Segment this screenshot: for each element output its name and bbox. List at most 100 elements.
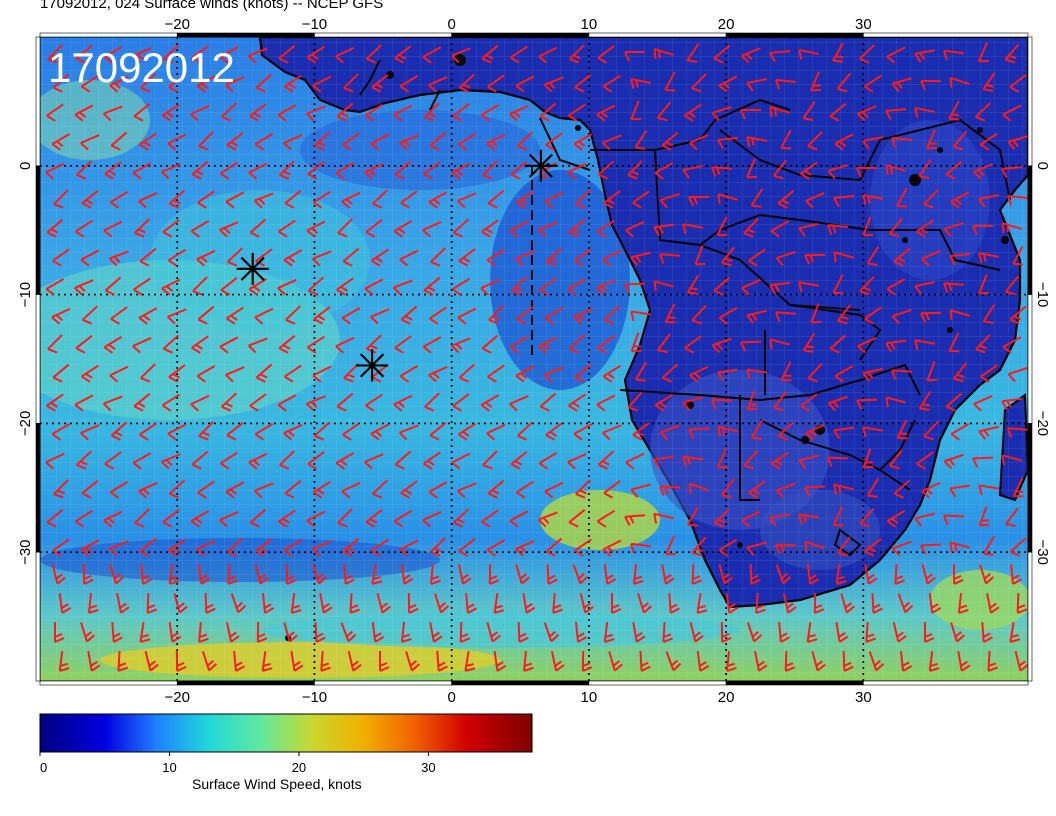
frame-tick-segment <box>176 680 315 686</box>
wind-barb <box>656 101 672 122</box>
wind-barb <box>458 73 476 93</box>
wind-barb <box>717 368 739 382</box>
wind-barb <box>220 451 238 470</box>
wind-barb <box>162 44 180 64</box>
wind-barb <box>829 102 847 122</box>
wind-barb <box>428 481 448 499</box>
wind-barb <box>539 102 557 122</box>
wind-barb <box>457 564 472 585</box>
wind-barb <box>452 393 470 412</box>
wind-barb <box>290 650 304 672</box>
wind-barb <box>190 104 210 122</box>
wind-barb <box>657 333 671 354</box>
wind-barb <box>191 160 209 180</box>
frame-tick-segment <box>35 294 41 424</box>
wind-barb <box>486 133 506 151</box>
wind-barb <box>247 47 268 64</box>
wind-barb <box>312 480 332 499</box>
wind-barb <box>146 592 158 614</box>
wind-barb <box>168 563 180 585</box>
wind-barb <box>1001 397 1023 411</box>
wind-barb <box>458 538 476 557</box>
wind-barb <box>842 650 854 672</box>
wind-barb <box>342 422 360 441</box>
wind-barb <box>597 335 615 354</box>
wind-barb <box>110 421 128 441</box>
wind-barb <box>371 248 389 267</box>
wind-barb <box>253 192 274 209</box>
wind-barb <box>741 279 761 296</box>
wind-barb <box>543 622 560 643</box>
wind-barb <box>254 307 274 325</box>
wind-barb <box>926 361 938 382</box>
wind-barb <box>480 278 500 296</box>
wind-barb <box>249 508 267 528</box>
wind-barb <box>80 249 100 267</box>
wind-barb <box>889 449 903 470</box>
wind-barb <box>161 103 181 122</box>
wind-barb <box>918 159 932 179</box>
wind-barb <box>597 160 615 180</box>
wind-barb <box>306 510 326 528</box>
wind-barb <box>603 305 621 325</box>
wind-barb <box>691 536 707 557</box>
wind-barb <box>248 452 268 470</box>
wind-barb <box>539 277 557 296</box>
wind-barb <box>511 276 527 296</box>
wind-barb <box>481 334 499 354</box>
wind-barb <box>422 511 442 528</box>
frame-tick-segment <box>1027 551 1033 682</box>
wind-barb <box>230 593 247 614</box>
colorbar-tick-label: 20 <box>292 760 306 775</box>
wind-barb <box>569 44 585 64</box>
wind-barb <box>833 426 855 440</box>
wind-barb <box>596 279 616 296</box>
wind-barb <box>539 392 557 412</box>
wind-barb <box>537 221 558 238</box>
wind-barb <box>1001 222 1022 233</box>
wind-barb <box>720 621 732 643</box>
wind-barb <box>423 451 441 470</box>
wind-barb <box>864 563 878 585</box>
wind-barb <box>806 563 820 585</box>
wind-barb <box>429 421 447 441</box>
wind-barb <box>196 539 216 557</box>
wind-barb <box>109 480 129 499</box>
wind-barb <box>197 563 211 585</box>
wind-barb <box>552 592 563 614</box>
wind-barb <box>865 621 876 643</box>
wind-barb <box>480 394 500 412</box>
wind-barb <box>978 42 989 63</box>
wind-barb <box>249 103 267 122</box>
wind-barb <box>433 593 450 614</box>
wind-barb <box>544 481 564 499</box>
wind-barb <box>972 456 994 468</box>
wind-barb <box>957 650 971 672</box>
wind-barb <box>336 277 354 296</box>
wind-barb <box>80 134 100 151</box>
wind-barb <box>827 224 849 235</box>
wind-barb <box>718 538 738 557</box>
wind-barb <box>689 622 704 643</box>
wind-barb <box>487 74 505 93</box>
wind-barb <box>943 514 965 526</box>
wind-barb <box>451 337 471 354</box>
wind-barb <box>770 451 790 470</box>
wind-barb <box>320 650 331 672</box>
wind-barb <box>688 482 709 494</box>
wind-barb <box>510 335 528 354</box>
wind-barb <box>278 44 296 64</box>
wind-barb <box>948 100 960 121</box>
wind-barb <box>597 450 615 470</box>
wind-barb <box>104 451 122 470</box>
wind-barb <box>920 543 942 555</box>
wind-barb <box>481 219 499 238</box>
wind-barb <box>80 424 100 441</box>
wind-barb <box>493 650 507 672</box>
wind-barb <box>740 109 761 120</box>
frame-tick-segment <box>725 680 864 686</box>
wind-barb <box>198 421 214 441</box>
wind-barb <box>452 218 470 238</box>
wind-barb <box>888 217 904 238</box>
wind-barb <box>653 48 674 59</box>
